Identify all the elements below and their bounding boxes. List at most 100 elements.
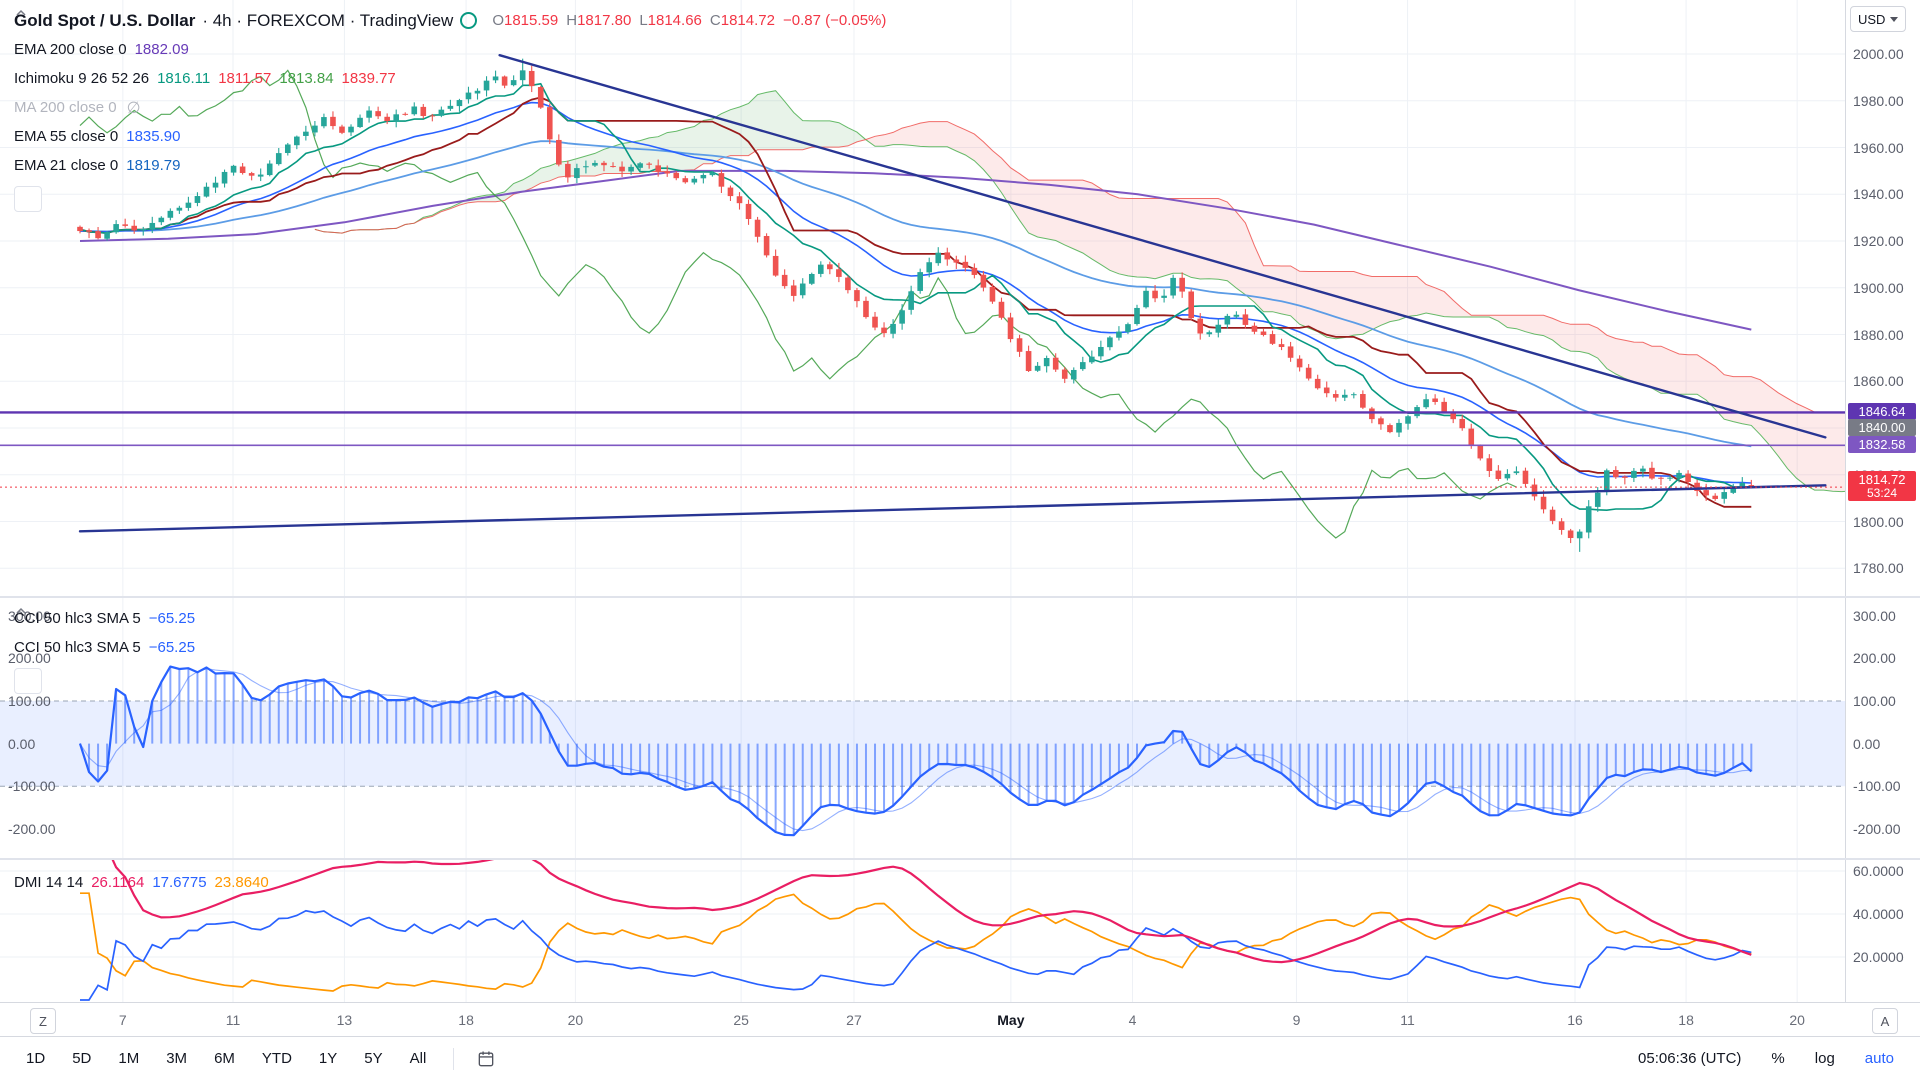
toolbar-divider bbox=[453, 1047, 455, 1070]
collapse-legend-button[interactable] bbox=[14, 9, 42, 212]
cci-pane[interactable]: CCI 50 hlc3 SMA 5 −65.25 CCI 50 hlc3 SMA… bbox=[0, 598, 1845, 858]
price-scale-tick: 1960.00 bbox=[1853, 139, 1904, 156]
cci-indicator-row-1[interactable]: CCI 50 hlc3 SMA 5 −65.25 bbox=[14, 610, 196, 627]
range-button-6m[interactable]: 6M bbox=[214, 1050, 235, 1067]
go-to-date-button[interactable] bbox=[476, 1049, 496, 1069]
indicator-ema21[interactable]: EMA 21 close 0 1819.79 bbox=[14, 157, 181, 174]
price-tag: 1832.58 bbox=[1848, 435, 1916, 453]
price-scale-tick: 1860.00 bbox=[1853, 373, 1904, 390]
dmi-scale-tick: 20.0000 bbox=[1853, 949, 1904, 965]
time-axis-label: 20 bbox=[567, 1012, 584, 1028]
toolbar-right-group: 05:06:36 (UTC) % log auto bbox=[1638, 1050, 1894, 1067]
price-scale-tick: 1940.00 bbox=[1853, 186, 1904, 203]
price-pane[interactable]: Gold Spot / U.S. Dollar · 4h · FOREXCOM … bbox=[0, 0, 1845, 598]
indicator-ichimoku[interactable]: Ichimoku 9 26 52 26 1816.11 1811.57 1813… bbox=[14, 70, 396, 87]
time-axis-label: 18 bbox=[1678, 1012, 1694, 1028]
dmi-indicator-row[interactable]: DMI 14 14 26.1164 17.6775 23.8640 bbox=[14, 874, 269, 891]
price-scale[interactable]: USD 2000.00 1980.00 1960.00 1940.00 1920.00 1… bbox=[1845, 0, 1920, 1002]
main-legend: Gold Spot / U.S. Dollar · 4h · FOREXCOM … bbox=[14, 6, 886, 212]
price-tag: 1814.72 53:24 bbox=[1848, 471, 1916, 502]
time-axis[interactable]: Z A 7 11 13 18 20 25 27 May 4 9 11 16 18 20 bbox=[0, 1002, 1920, 1037]
cci-indicator-row-2[interactable]: CCI 50 hlc3 SMA 5 −65.25 bbox=[14, 639, 196, 656]
dmi-scale-tick: 60.0000 bbox=[1853, 863, 1904, 879]
time-axis-label: 20 bbox=[1789, 1012, 1805, 1028]
range-button-1y[interactable]: 1Y bbox=[318, 1050, 338, 1067]
currency-label: USD bbox=[1858, 11, 1886, 27]
calendar-icon bbox=[478, 1051, 494, 1066]
cci-scale-tick: 200.00 bbox=[1853, 650, 1896, 667]
log-scale-button[interactable]: log bbox=[1814, 1050, 1835, 1067]
range-button-1m[interactable]: 1M bbox=[118, 1050, 140, 1067]
range-button-1d[interactable]: 1D bbox=[26, 1050, 46, 1067]
range-button-3m[interactable]: 3M bbox=[166, 1050, 188, 1067]
currency-selector[interactable]: USD bbox=[1850, 6, 1907, 32]
price-chart-canvas[interactable] bbox=[0, 0, 1845, 598]
symbol-title[interactable]: Gold Spot / U.S. Dollar bbox=[14, 10, 196, 30]
range-button-all[interactable]: All bbox=[409, 1050, 427, 1067]
symbol-meta[interactable]: · 4h · FOREXCOM · TradingView bbox=[202, 10, 454, 30]
cci-left-scale-tick: -200.00 bbox=[8, 820, 56, 837]
clock[interactable]: 05:06:36 (UTC) bbox=[1638, 1050, 1742, 1067]
time-axis-label: 11 bbox=[225, 1012, 241, 1028]
cci-left-scale-tick: 0.00 bbox=[8, 735, 36, 752]
timezone-button[interactable]: Z bbox=[30, 1008, 56, 1034]
dmi-chart-canvas[interactable] bbox=[0, 860, 1845, 1002]
cci-left-scale-tick: 100.00 bbox=[8, 693, 51, 709]
cci-scale-tick: 100.00 bbox=[1853, 693, 1896, 709]
market-status-icon[interactable] bbox=[460, 12, 478, 29]
visibility-off-icon[interactable]: ∅ bbox=[126, 99, 141, 117]
price-change: −0.87 (−0.05%) bbox=[782, 12, 887, 29]
chevron-up-icon bbox=[16, 9, 26, 16]
cci-histogram-layer bbox=[88, 666, 1753, 836]
chevron-down-icon bbox=[1890, 16, 1899, 22]
indicator-ma200-hidden[interactable]: MA 200 close 0 ∅ bbox=[14, 99, 141, 117]
cci-left-scale-tick: -100.00 bbox=[8, 778, 56, 795]
time-axis-label: 9 bbox=[1292, 1012, 1301, 1028]
price-scale-tick: 1900.00 bbox=[1853, 279, 1904, 296]
ohlc-values: O1815.59 H1817.80 L1814.66 C1814.72 −0.8… bbox=[492, 12, 887, 29]
bottom-toolbar: 1D 5D 1M 3M 6M YTD 1Y 5Y All 05:06:36 (UTC) % lo… bbox=[0, 1036, 1920, 1080]
axis-settings-button[interactable]: A bbox=[1872, 1008, 1898, 1034]
dmi-legend: DMI 14 14 26.1164 17.6775 23.8640 bbox=[14, 868, 269, 897]
cci-left-scale-tick: 200.00 bbox=[8, 650, 51, 667]
range-button-5y[interactable]: 5Y bbox=[364, 1050, 383, 1067]
time-axis-label: 16 bbox=[1567, 1012, 1583, 1028]
range-buttons: 1D 5D 1M 3M 6M YTD 1Y 5Y All bbox=[26, 1050, 453, 1067]
time-axis-label: 4 bbox=[1128, 1012, 1137, 1028]
time-axis-label: 7 bbox=[118, 1012, 127, 1028]
time-axis-label: 11 bbox=[1400, 1012, 1415, 1028]
cci-chart-canvas[interactable] bbox=[0, 598, 1845, 858]
chevron-up-icon bbox=[16, 607, 26, 614]
auto-scale-button[interactable]: auto bbox=[1864, 1050, 1894, 1067]
price-scale-tick: 1800.00 bbox=[1853, 513, 1904, 530]
cci-scale-tick: 0.00 bbox=[1853, 735, 1881, 752]
collapse-cci-button[interactable] bbox=[14, 607, 42, 694]
price-tag: 1846.64 bbox=[1848, 402, 1916, 420]
cci-scale-tick: -100.00 bbox=[1853, 778, 1901, 795]
symbol-row: Gold Spot / U.S. Dollar · 4h · FOREXCOM … bbox=[14, 6, 886, 35]
indicator-ema200[interactable]: EMA 200 close 0 1882.09 bbox=[14, 41, 189, 58]
time-axis-label: 13 bbox=[336, 1012, 353, 1028]
time-axis-label: 18 bbox=[458, 1012, 474, 1028]
price-scale-tick: 1920.00 bbox=[1853, 233, 1904, 249]
range-button-ytd[interactable]: YTD bbox=[261, 1050, 292, 1067]
cci-scale-tick: -200.00 bbox=[1853, 820, 1901, 837]
price-scale-tick: 1780.00 bbox=[1853, 560, 1904, 577]
dmi-pane[interactable]: DMI 14 14 26.1164 17.6775 23.8640 bbox=[0, 860, 1845, 1002]
range-button-5d[interactable]: 5D bbox=[72, 1050, 92, 1067]
pane-separator[interactable] bbox=[0, 596, 1920, 598]
dmi-scale-tick: 40.0000 bbox=[1853, 906, 1904, 922]
price-scale-tick: 2000.00 bbox=[1853, 46, 1904, 62]
indicator-ema55[interactable]: EMA 55 close 0 1835.90 bbox=[14, 128, 181, 145]
price-scale-tick: 1980.00 bbox=[1853, 92, 1904, 109]
pane-separator[interactable] bbox=[0, 858, 1920, 860]
candles-layer bbox=[77, 58, 1755, 552]
time-axis-label: May bbox=[997, 1012, 1025, 1028]
time-axis-label: 27 bbox=[846, 1012, 862, 1028]
percent-scale-button[interactable]: % bbox=[1771, 1050, 1785, 1067]
time-axis-label: 25 bbox=[733, 1012, 749, 1028]
price-tag: 1840.00 bbox=[1848, 418, 1916, 436]
price-scale-tick: 1880.00 bbox=[1853, 326, 1904, 343]
cci-legend: CCI 50 hlc3 SMA 5 −65.25 CCI 50 hlc3 SMA… bbox=[14, 604, 195, 694]
